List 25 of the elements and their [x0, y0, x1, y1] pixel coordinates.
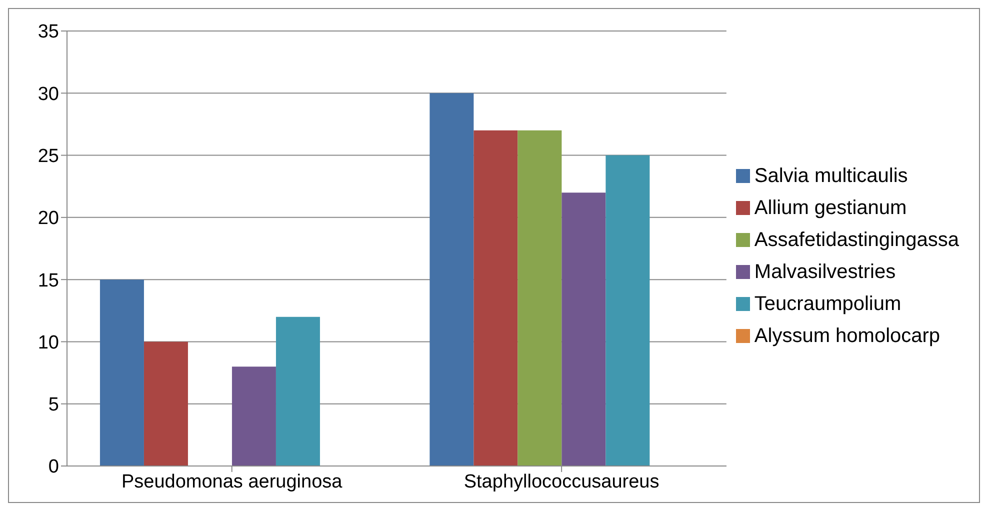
bar — [276, 316, 320, 466]
legend-label: Assafetidastingingassa — [754, 228, 959, 250]
bar — [430, 93, 474, 466]
y-tick-label: 30 — [38, 84, 59, 105]
bar — [606, 155, 650, 466]
bar — [474, 130, 518, 466]
x-tick-label: Pseudomonas aeruginosa — [121, 471, 343, 492]
y-tick-label: 0 — [48, 456, 59, 478]
x-tick-label: Staphyllococcusaureus — [464, 471, 660, 492]
y-tick-label: 10 — [38, 332, 59, 354]
y-tick-label: 35 — [38, 22, 59, 43]
y-tick-label: 20 — [38, 208, 59, 230]
legend-label: Teucraumpolium — [754, 292, 902, 314]
bar — [562, 192, 606, 466]
y-tick-label: 5 — [48, 394, 59, 416]
y-tick-label: 15 — [38, 270, 59, 292]
bar — [100, 280, 144, 466]
legend-label: Allium gestianum — [754, 196, 907, 218]
bar — [518, 130, 562, 466]
bar — [144, 342, 188, 466]
legend-label: Alyssum homolocarp — [754, 324, 940, 346]
legend-label: Salvia multicaulis — [754, 164, 908, 186]
legend-label: Malvasilvestries — [754, 260, 896, 282]
y-tick-label: 25 — [38, 146, 59, 168]
bar — [232, 366, 276, 466]
